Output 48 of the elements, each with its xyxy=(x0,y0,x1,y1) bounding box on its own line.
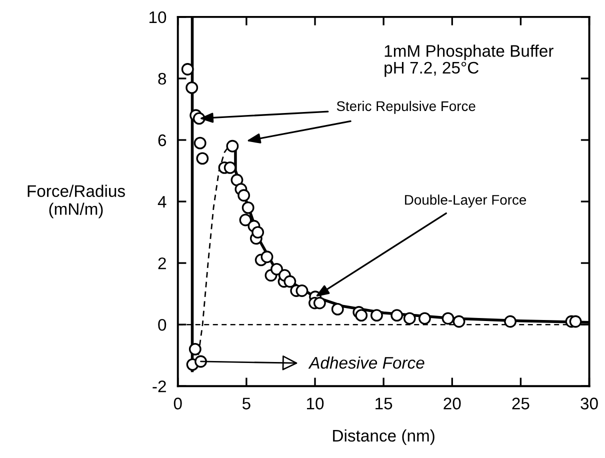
point xyxy=(296,284,308,297)
point xyxy=(196,152,209,165)
annotation: Double-Layer Force xyxy=(405,194,526,208)
point xyxy=(418,312,431,325)
point xyxy=(390,309,404,322)
point xyxy=(370,309,383,322)
x-tick-label: 10 xyxy=(307,398,324,410)
point xyxy=(260,250,274,264)
y-tick-label: 6 xyxy=(158,134,166,146)
y-tick-label: 0 xyxy=(158,318,166,331)
x-tick-label: 25 xyxy=(512,398,530,410)
point xyxy=(452,315,466,328)
point xyxy=(188,342,202,356)
x-tick-label: 15 xyxy=(376,398,392,410)
point xyxy=(313,296,326,310)
y-axis-title: Force/Radius (mN/m) xyxy=(28,184,125,218)
y-tick-label: 2 xyxy=(158,257,166,270)
y-tick-label: 4 xyxy=(158,196,166,208)
point xyxy=(242,201,254,214)
y-tick-label: 10 xyxy=(149,11,166,24)
point xyxy=(226,140,239,152)
point xyxy=(442,312,454,325)
point xyxy=(504,315,516,328)
point xyxy=(224,161,236,174)
y-tick-label: -2 xyxy=(152,380,166,392)
point xyxy=(186,81,198,94)
x-axis-title: Distance (nm) xyxy=(333,429,434,445)
point xyxy=(252,226,264,238)
annotation: Adhesive Force xyxy=(308,356,424,369)
point xyxy=(230,174,244,186)
point xyxy=(239,214,252,226)
point xyxy=(403,312,416,325)
x-tick-label: 20 xyxy=(444,398,461,410)
point xyxy=(238,189,250,202)
point xyxy=(569,315,582,328)
y-tick-label: 8 xyxy=(158,72,166,85)
point xyxy=(270,262,283,276)
point xyxy=(194,136,206,150)
point xyxy=(284,275,296,288)
x-tick-label: 5 xyxy=(242,398,250,410)
x-tick-label: 30 xyxy=(580,398,598,410)
point xyxy=(181,63,194,76)
point xyxy=(331,302,344,316)
x-tick-label: 0 xyxy=(174,398,182,410)
point xyxy=(355,309,368,322)
annotation: 1mM Phosphate Buffer pH 7.2, 25°C xyxy=(384,44,554,77)
annotation: Steric Repulsive Force xyxy=(336,100,476,114)
point xyxy=(194,355,207,368)
